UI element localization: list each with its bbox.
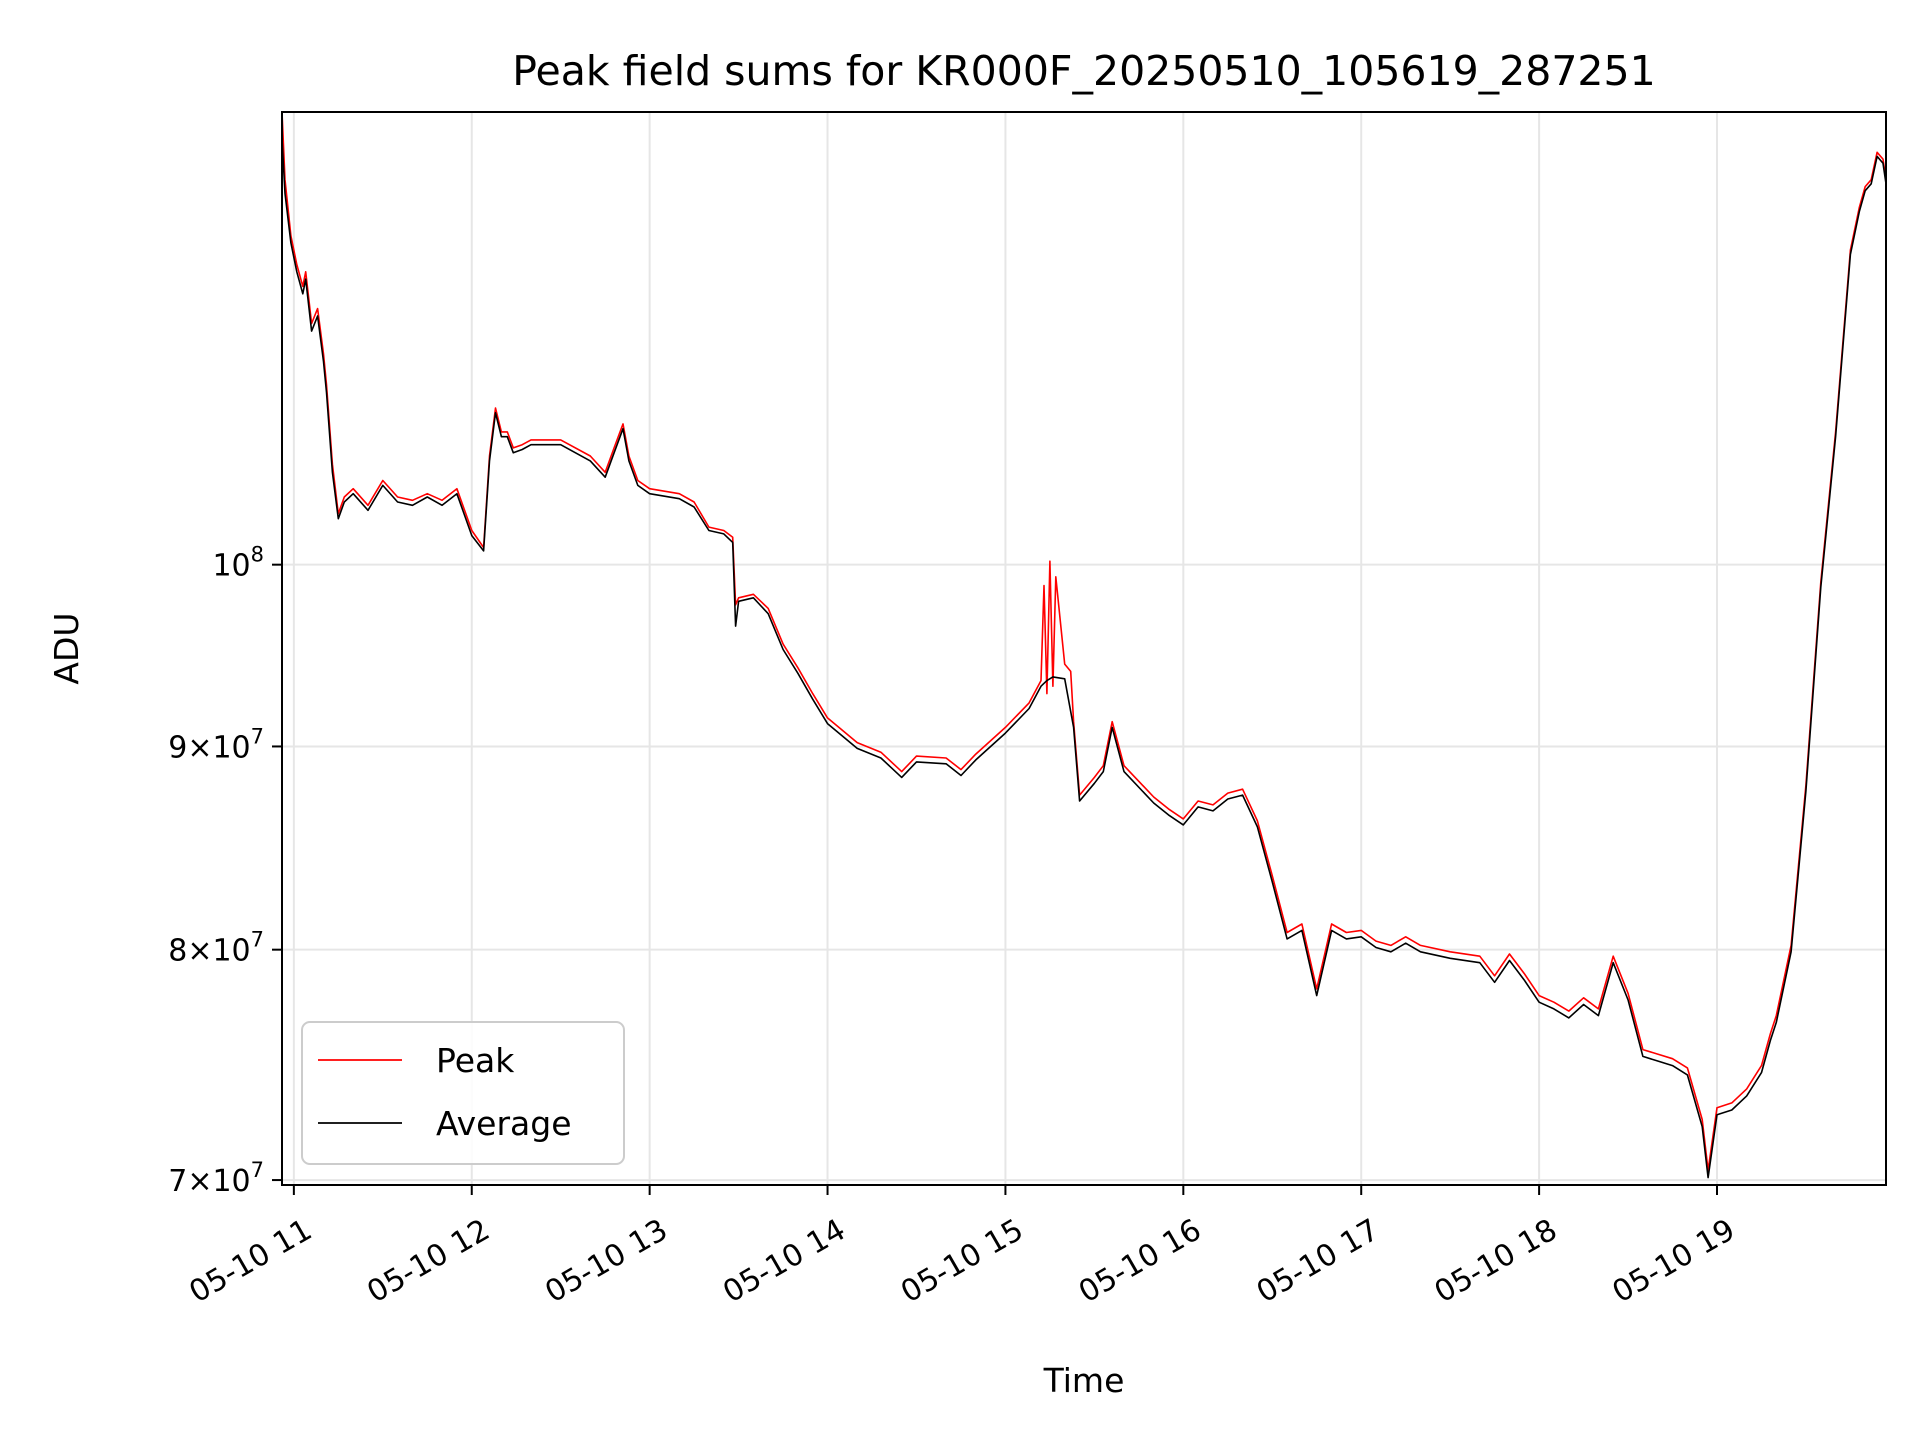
- y-tick-base: 10: [212, 549, 250, 584]
- series-line-average: [282, 138, 1886, 1179]
- y-tick-label: 9×107: [168, 724, 264, 765]
- legend-box: [301, 1021, 625, 1165]
- chart-title: Peak field sums for KR000F_20250510_1056…: [512, 47, 1655, 95]
- y-tick-label: 7×107: [168, 1158, 264, 1199]
- axes-frame: [281, 111, 1887, 1186]
- legend: Peak Average: [301, 1021, 625, 1165]
- plot-lines: [282, 112, 1886, 1179]
- x-axis-label: Time: [1043, 1361, 1125, 1400]
- y-tick-label: 8×107: [168, 928, 264, 969]
- y-tick-label: 108: [212, 543, 264, 584]
- y-tick-mantissa: 9: [168, 730, 187, 765]
- legend-label-average: Average: [436, 1104, 572, 1143]
- y-tick-exponent: 7: [251, 724, 264, 748]
- y-tick-times: ×10: [187, 1164, 250, 1199]
- y-tick-exponent: 7: [251, 928, 264, 952]
- legend-label-peak: Peak: [436, 1041, 515, 1080]
- y-tick-times: ×10: [187, 934, 250, 969]
- grid: [282, 112, 1886, 1185]
- y-tick-mantissa: 8: [168, 934, 187, 969]
- y-tick-exponent: 7: [251, 1158, 264, 1182]
- y-tick-mantissa: 7: [168, 1164, 187, 1199]
- series-line-peak: [282, 112, 1886, 1171]
- y-tick-exponent: 8: [251, 543, 264, 567]
- y-axis-label: ADU: [47, 612, 86, 684]
- y-tick-times: ×10: [187, 730, 250, 765]
